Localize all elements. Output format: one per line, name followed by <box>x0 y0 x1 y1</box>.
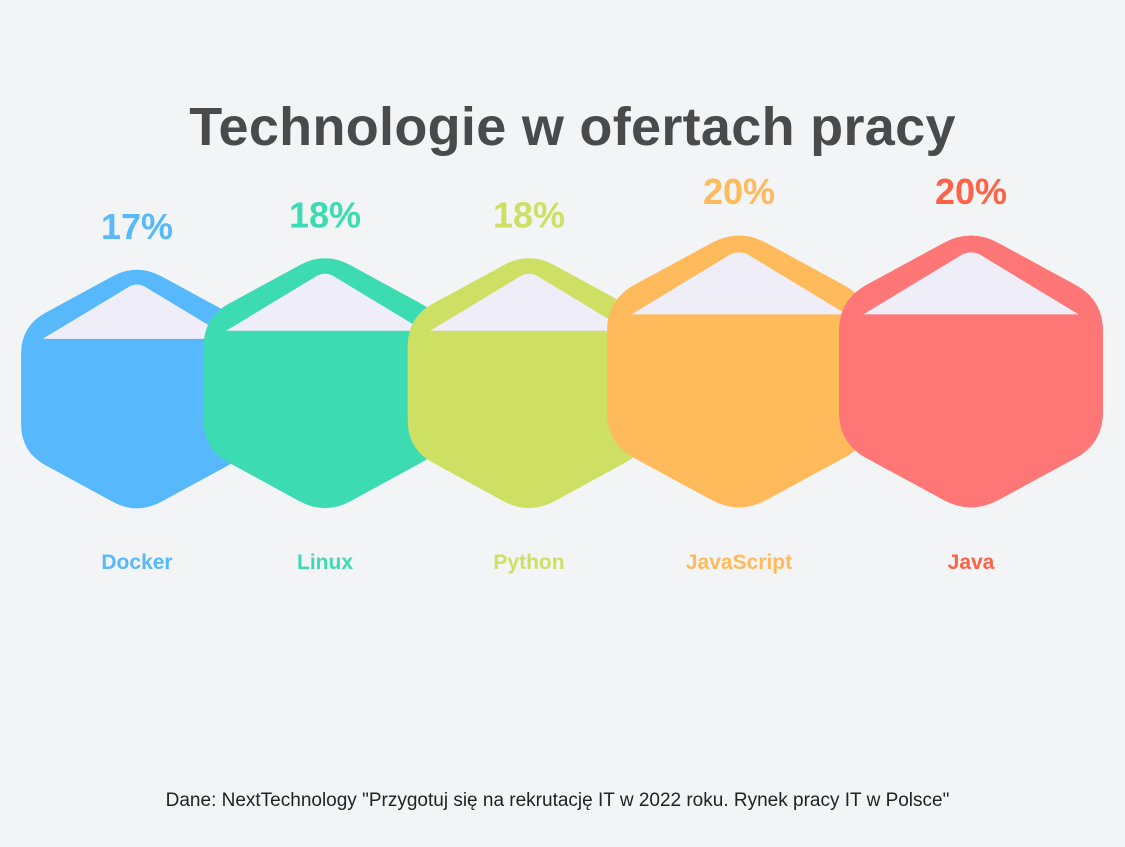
category-label: Java <box>948 551 995 574</box>
bar-java: 20% Java <box>839 171 1103 574</box>
hexagon-cap <box>226 273 424 331</box>
hexagon-cap <box>430 273 628 331</box>
bar-python: 18% Python <box>407 194 651 574</box>
source-note: Dane: NextTechnology "Przygotuj się na r… <box>165 790 950 811</box>
category-label: Docker <box>101 551 172 574</box>
category-label: JavaScript <box>686 551 792 574</box>
bar-javascript: 20% JavaScript <box>607 171 871 574</box>
value-label: 18% <box>493 194 565 235</box>
hexagon-cap <box>42 284 232 339</box>
bar-linux: 18% Linux <box>203 194 447 574</box>
hexagon-cap <box>631 252 847 315</box>
value-label: 20% <box>703 171 775 212</box>
category-label: Python <box>493 551 564 574</box>
hexagon-cap <box>863 252 1079 315</box>
bar-docker: 17% Docker <box>21 206 253 574</box>
value-label: 17% <box>101 206 173 247</box>
chart-title: Technologie w ofertach pracy <box>189 97 956 157</box>
value-label: 18% <box>289 194 361 235</box>
value-label: 20% <box>935 171 1007 212</box>
category-label: Linux <box>297 551 353 574</box>
